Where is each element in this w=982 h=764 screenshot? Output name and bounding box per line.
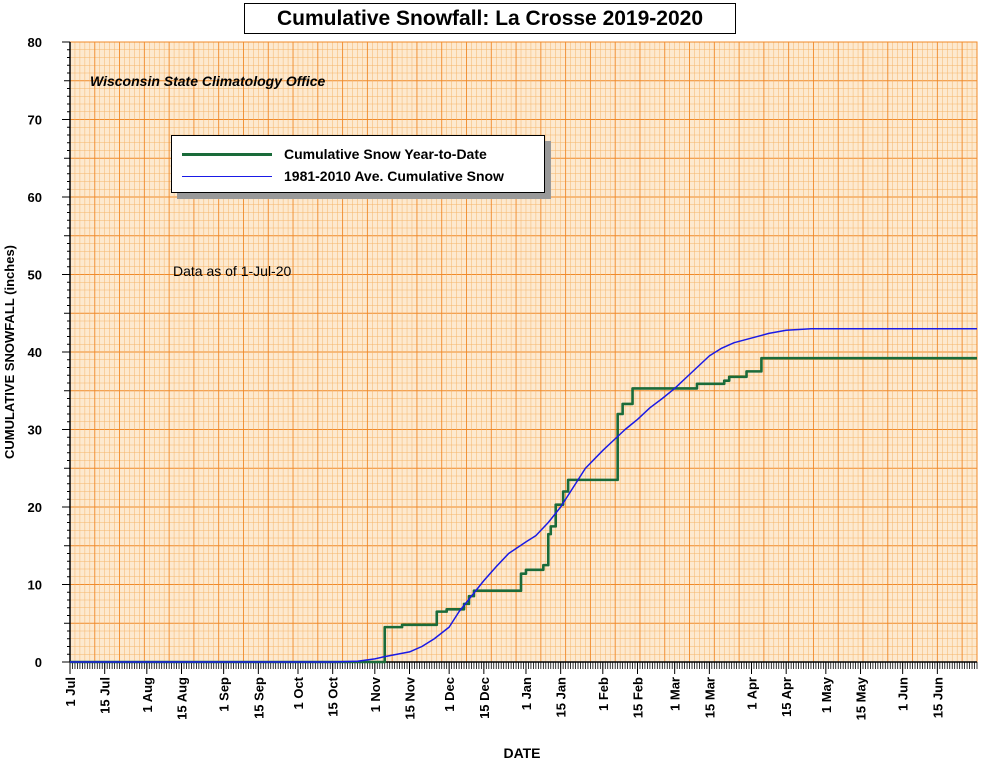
- x-tick-label: 1 May: [819, 676, 834, 713]
- x-tick-label: 15 Mar: [702, 677, 717, 718]
- y-tick-label: 60: [28, 190, 42, 205]
- y-tick-label: 70: [28, 113, 42, 128]
- y-tick-label: 80: [28, 35, 42, 50]
- x-tick-label: 1 Jul: [63, 677, 78, 707]
- x-tick-label: 1 Oct: [291, 676, 306, 709]
- legend-swatch-year-to-date: [182, 152, 272, 156]
- y-tick-label: 30: [28, 423, 42, 438]
- x-tick-label: 1 Aug: [140, 677, 155, 713]
- legend-label-average: 1981-2010 Ave. Cumulative Snow: [284, 168, 504, 184]
- y-tick-label: 0: [35, 655, 42, 670]
- x-tick-label: 15 Nov: [403, 676, 418, 719]
- x-tick-label: 1 Dec: [442, 677, 457, 712]
- data-date-note: Data as of 1-Jul-20: [173, 263, 292, 279]
- x-tick-label: 1 Mar: [668, 677, 683, 711]
- x-tick-label: 1 Feb: [596, 677, 611, 711]
- x-tick-label: 15 Jan: [554, 677, 569, 718]
- x-tick-label: 15 Aug: [175, 677, 190, 720]
- x-tick-label: 15 Jun: [930, 677, 945, 718]
- x-tick-label: 1 Jun: [896, 677, 911, 711]
- series-line-average: [70, 328, 977, 663]
- x-tick-label: 1 Jan: [519, 677, 534, 710]
- legend: Cumulative Snow Year-to-Date 1981-2010 A…: [171, 135, 545, 193]
- x-tick-label: 1 Apr: [744, 677, 759, 710]
- x-tick-label: 15 Sep: [251, 677, 266, 719]
- y-tick-label: 20: [28, 500, 42, 515]
- x-tick-label: 15 Apr: [779, 677, 794, 717]
- x-tick-label: 15 Oct: [326, 676, 341, 716]
- series: [70, 328, 977, 664]
- y-tick-label: 50: [28, 268, 42, 283]
- x-tick-label: 1 Nov: [368, 676, 383, 712]
- x-tick-label: 1 Sep: [217, 677, 232, 712]
- x-axis-label: DATE: [503, 745, 540, 761]
- x-tick-label: 15 Dec: [477, 677, 492, 719]
- legend-label-year-to-date: Cumulative Snow Year-to-Date: [284, 146, 487, 162]
- y-axis-label: CUMULATIVE SNOWFALL (inches): [2, 245, 17, 459]
- legend-swatch-average: [182, 175, 272, 177]
- y-tick-label: 40: [28, 345, 42, 360]
- x-tick-label: 15 Jul: [98, 677, 113, 714]
- series-line-year-to-date: [70, 356, 977, 664]
- legend-item-average: 1981-2010 Ave. Cumulative Snow: [182, 166, 504, 186]
- x-tick-label: 15 Feb: [630, 677, 645, 718]
- legend-item-year-to-date: Cumulative Snow Year-to-Date: [182, 144, 487, 164]
- chart-title: Cumulative Snowfall: La Crosse 2019-2020: [244, 3, 736, 34]
- chart-subtitle: Wisconsin State Climatology Office: [90, 73, 326, 89]
- y-tick-label: 10: [28, 578, 42, 593]
- x-tick-label: 15 May: [854, 676, 869, 720]
